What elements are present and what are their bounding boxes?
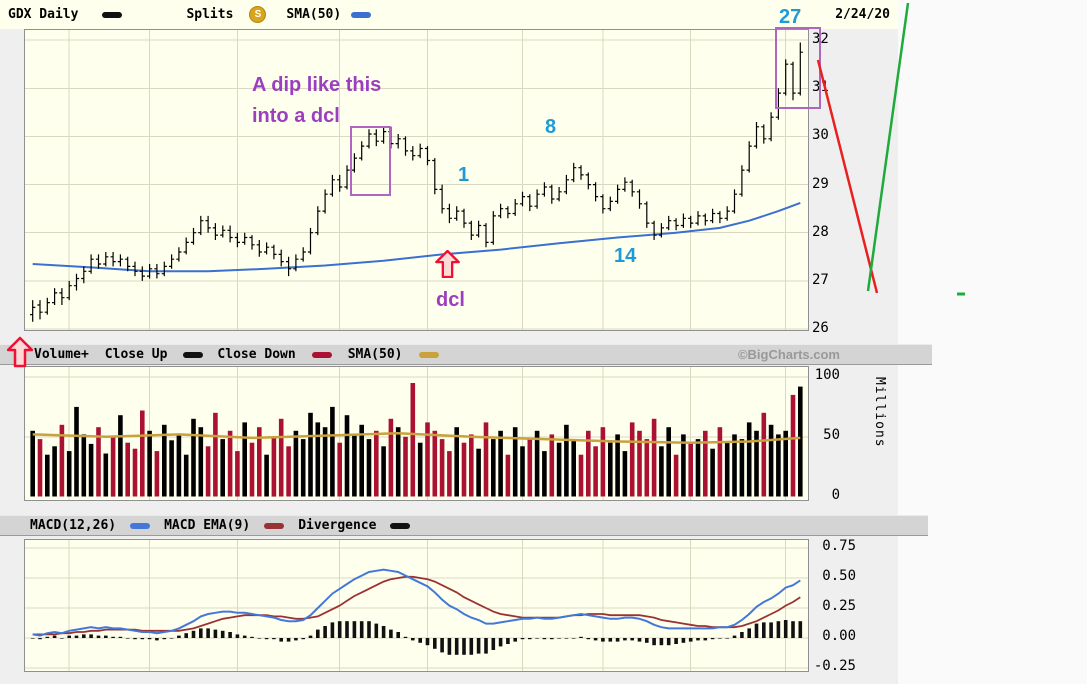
volume-sma-line xyxy=(32,431,801,444)
annotation-dip-note-line2: into a dcl xyxy=(252,105,340,127)
y-axis-label: 50 xyxy=(823,426,840,443)
divergence-label: Divergence xyxy=(298,518,377,533)
volume-sma-swatch-icon xyxy=(418,351,439,358)
y-axis-label: 0 xyxy=(831,486,840,503)
macd-label: MACD(12,26) xyxy=(30,518,117,533)
y-axis-label: 29 xyxy=(812,175,829,192)
annotation-cycle-day-27: 27 xyxy=(779,6,802,28)
splits-badge-icon: S xyxy=(249,6,267,23)
y-axis-label: 0.75 xyxy=(822,538,856,554)
price-legend-bar: GDX Daily Splits S SMA(50) 2/24/20 xyxy=(0,0,898,29)
close-down-swatch-icon xyxy=(311,351,332,358)
volume-chart-panel xyxy=(24,366,809,501)
volume-axis-title: Millions xyxy=(872,377,887,448)
annotation-box-top xyxy=(775,27,821,109)
annotation-cycle-day-1: 1 xyxy=(458,164,470,186)
splits-label: Splits xyxy=(186,7,234,22)
annotation-dip-note-line1: A dip like this xyxy=(252,74,382,96)
price-sma-swatch-icon xyxy=(351,11,372,18)
y-axis-label: 28 xyxy=(812,223,829,240)
up-arrow-icon xyxy=(435,250,460,278)
volume-legend-bar: Volume+ Close Up Close Down SMA(50) ©Big… xyxy=(0,344,932,365)
y-axis-label: -0.25 xyxy=(813,658,856,674)
annotation-dcl-label: dcl xyxy=(436,289,465,311)
symbol-title: GDX Daily xyxy=(8,7,79,22)
right-margin-background xyxy=(898,0,1087,684)
y-axis-label: 100 xyxy=(814,367,840,383)
volume-sma-label: SMA(50) xyxy=(347,347,403,362)
volume-chart-svg xyxy=(25,367,808,500)
macd-y-axis: 0.75 0.50 0.25 0.00 -0.25 xyxy=(804,538,856,674)
volume-y-axis: 100 50 0 xyxy=(800,366,840,503)
divergence-swatch-icon xyxy=(390,522,411,529)
macd-ema-swatch-icon xyxy=(264,522,285,529)
macd-ema-label: MACD EMA(9) xyxy=(164,518,251,533)
bigcharts-watermark: ©BigCharts.com xyxy=(737,347,840,362)
close-down-label: Close Down xyxy=(217,347,296,362)
macd-chart-panel xyxy=(24,539,809,672)
price-sma-line xyxy=(32,201,801,273)
price-chart-svg xyxy=(25,30,808,330)
close-up-label: Close Up xyxy=(104,347,168,362)
up-arrow-icon xyxy=(7,336,33,368)
macd-signal-line xyxy=(32,575,801,636)
annotation-box-dip xyxy=(350,126,391,196)
y-axis-label: 0.50 xyxy=(822,568,856,584)
y-axis-label: 30 xyxy=(812,127,829,144)
price-series-swatch-icon xyxy=(102,11,123,18)
macd-line xyxy=(32,568,801,637)
chart-date: 2/24/20 xyxy=(835,7,890,22)
annotation-cycle-day-14: 14 xyxy=(614,245,637,267)
macd-legend-bar: MACD(12,26) MACD EMA(9) Divergence xyxy=(0,515,928,536)
macd-chart-svg xyxy=(25,540,808,671)
y-axis-label: 0.25 xyxy=(822,598,856,614)
price-sma-label: SMA(50) xyxy=(286,7,342,22)
price-chart-panel xyxy=(24,29,809,331)
macd-swatch-icon xyxy=(130,522,151,529)
annotation-cycle-day-8: 8 xyxy=(545,116,557,138)
ohlc-bars xyxy=(30,42,803,322)
y-axis-label: 26 xyxy=(812,320,829,337)
close-up-swatch-icon xyxy=(183,351,204,358)
y-axis-label: 27 xyxy=(812,271,829,288)
volume-label: Volume+ xyxy=(34,347,89,362)
y-axis-label: 0.00 xyxy=(822,628,856,644)
